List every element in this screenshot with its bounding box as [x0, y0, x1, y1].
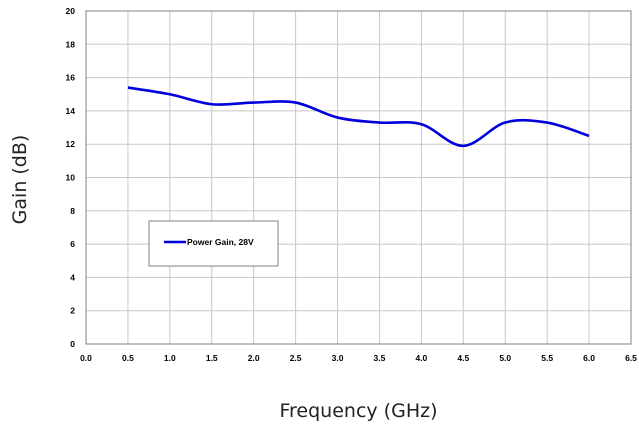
x-tick-label: 5.0 [499, 353, 511, 363]
series-line [127, 86, 590, 148]
y-tick-label: 6 [70, 239, 75, 249]
legend: Power Gain, 28V [148, 220, 279, 267]
x-axis-ticks: 0.0 0.5 1.0 1.5 2.0 2.5 3.0 3.5 4.0 4.5 5.0 5.5 6.0 6… [80, 353, 637, 363]
y-tick-label: 18 [66, 39, 76, 49]
y-tick-label: 0 [70, 339, 75, 349]
series-group [127, 86, 590, 148]
y-tick-label: 8 [70, 206, 75, 216]
y-tick-label: 20 [66, 6, 76, 16]
x-tick-label: 0.0 [80, 353, 92, 363]
x-tick-label: 6.0 [583, 353, 595, 363]
x-tick-label: 1.0 [164, 353, 176, 363]
y-tick-label: 16 [66, 73, 76, 83]
y-tick-label: 4 [70, 272, 75, 282]
x-tick-label: 4.0 [415, 353, 427, 363]
x-tick-label: 2.0 [248, 353, 260, 363]
x-tick-label: 4.5 [457, 353, 469, 363]
y-tick-label: 12 [66, 139, 76, 149]
grid [85, 10, 632, 345]
x-tick-label: 5.5 [541, 353, 553, 363]
y-axis-ticks: 0 2 4 6 8 10 12 14 16 18 20 [66, 6, 76, 349]
y-axis-title: Gain (dB) [9, 135, 31, 225]
legend-label: Power Gain, 28V [187, 237, 254, 247]
x-tick-label: 3.5 [374, 353, 386, 363]
legend-box [148, 220, 279, 267]
x-tick-label: 1.5 [206, 353, 218, 363]
x-tick-label: 2.5 [290, 353, 302, 363]
y-tick-label: 14 [66, 106, 76, 116]
y-tick-label: 2 [70, 306, 75, 316]
y-tick-label: 10 [66, 173, 76, 183]
x-axis-title: Frequency (GHz) [279, 400, 437, 422]
x-tick-label: 3.0 [332, 353, 344, 363]
x-tick-label: 0.5 [122, 353, 134, 363]
plot-frame [85, 10, 632, 345]
x-tick-label: 6.5 [625, 353, 637, 363]
